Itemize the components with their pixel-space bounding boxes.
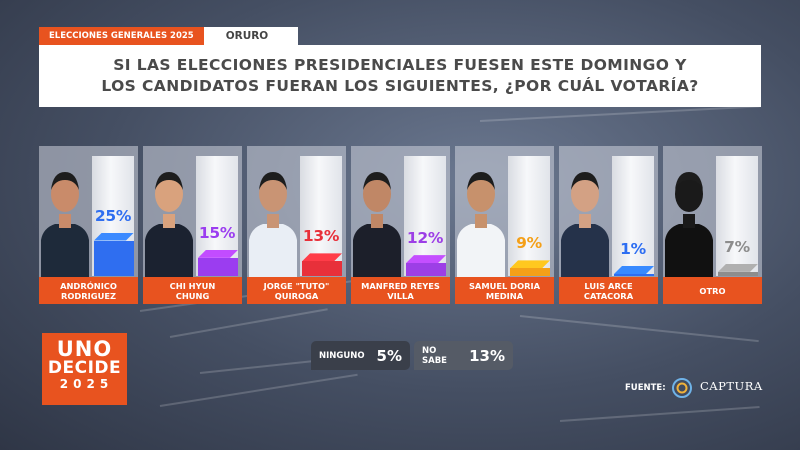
header-bar: ELECCIONES GENERALES 2025 ORURO (39, 27, 299, 45)
region-tag: ORURO (203, 27, 299, 45)
candidate-photo (351, 158, 403, 277)
candidate-name-line: MEDINA (485, 290, 524, 301)
candidate-photo (143, 158, 195, 277)
candidate-name-line: MANFRED REYES (361, 280, 440, 291)
candidate-name: OTRO (663, 277, 762, 304)
candidate-name: JORGE "TUTO" QUIROGA (247, 277, 346, 304)
candidate-name: LUIS ARCE CATACORA (559, 277, 658, 304)
bar (510, 260, 550, 276)
bar (406, 255, 446, 276)
bar (718, 263, 758, 276)
candidate-name: MANFRED REYES VILLA (351, 277, 450, 304)
candidate-name-line: RODRIGUEZ (60, 290, 117, 301)
value-label: 9% (516, 234, 542, 253)
candidate-name-line: VILLA (387, 290, 414, 301)
bar (614, 266, 654, 276)
candidate-photo (559, 158, 611, 277)
bar (94, 232, 134, 276)
source-name: CAPTURA (700, 379, 763, 393)
candidate-name-line: CATACORA (583, 290, 634, 301)
candidate-card: 15% CHI HYUN CHUNG (143, 146, 242, 304)
candidate-name: CHI HYUN CHUNG (143, 277, 242, 304)
no-sabe-pill: NO SABE 13% (414, 341, 513, 370)
election-tag: ELECCIONES GENERALES 2025 (39, 27, 204, 45)
candidate-name-line: CHI HYUN (169, 280, 216, 291)
candidate-name-line: LUIS ARCE (584, 280, 633, 291)
value-label: 1% (620, 240, 646, 258)
candidate-name: SAMUEL DORIA MEDINA (455, 277, 554, 304)
candidate-name-line: ANDRÓNICO (60, 280, 117, 291)
candidate-card: 25% ANDRÓNICO RODRIGUEZ (39, 146, 138, 304)
question-line-2: LOS CANDIDATOS FUERAN LOS SIGUIENTES, ¿P… (101, 77, 699, 95)
candidate-photo (39, 158, 91, 277)
candidate-card: 1% LUIS ARCE CATACORA (559, 146, 658, 304)
bar-track (508, 156, 550, 276)
value-label: 7% (724, 237, 750, 256)
candidate-name-line: JORGE "TUTO" (263, 280, 330, 291)
source-label: FUENTE: (625, 383, 666, 393)
bar (198, 249, 238, 276)
bar-track (612, 156, 654, 276)
captura-logo-icon (672, 378, 692, 398)
value-label: 15% (198, 223, 236, 242)
bar (302, 253, 342, 276)
candidate-photo (455, 158, 507, 277)
uno-decide-logo: UNO DECIDE 2025 (42, 333, 127, 405)
ninguno-label: NINGUNO (319, 350, 365, 361)
survey-question: SI LAS ELECCIONES PRESIDENCIALES FUESEN … (39, 45, 761, 107)
value-label: 12% (406, 229, 444, 248)
candidate-photo (247, 158, 299, 277)
candidate-name: ANDRÓNICO RODRIGUEZ (39, 277, 138, 304)
candidate-card: 9% SAMUEL DORIA MEDINA (455, 146, 554, 304)
question-line-1: SI LAS ELECCIONES PRESIDENCIALES FUESEN … (113, 56, 687, 74)
ninguno-pill: NINGUNO 5% (311, 341, 410, 370)
candidate-name-line: CHUNG (175, 290, 210, 301)
candidate-name-line: OTRO (699, 285, 726, 296)
candidate-photo (663, 158, 715, 277)
candidate-card: 13% JORGE "TUTO" QUIROGA (247, 146, 346, 304)
value-label: 25% (94, 206, 132, 225)
ninguno-value: 5% (376, 346, 402, 365)
bar-track (716, 156, 758, 276)
no-sabe-value: 13% (469, 346, 505, 365)
candidate-card: 7% OTRO (663, 146, 762, 304)
value-label: 13% (302, 227, 340, 246)
no-sabe-label: NO SABE (422, 345, 447, 366)
candidate-name-line: QUIROGA (274, 290, 319, 301)
candidate-card: 12% MANFRED REYES VILLA (351, 146, 450, 304)
candidate-name-line: SAMUEL DORIA (468, 280, 541, 291)
